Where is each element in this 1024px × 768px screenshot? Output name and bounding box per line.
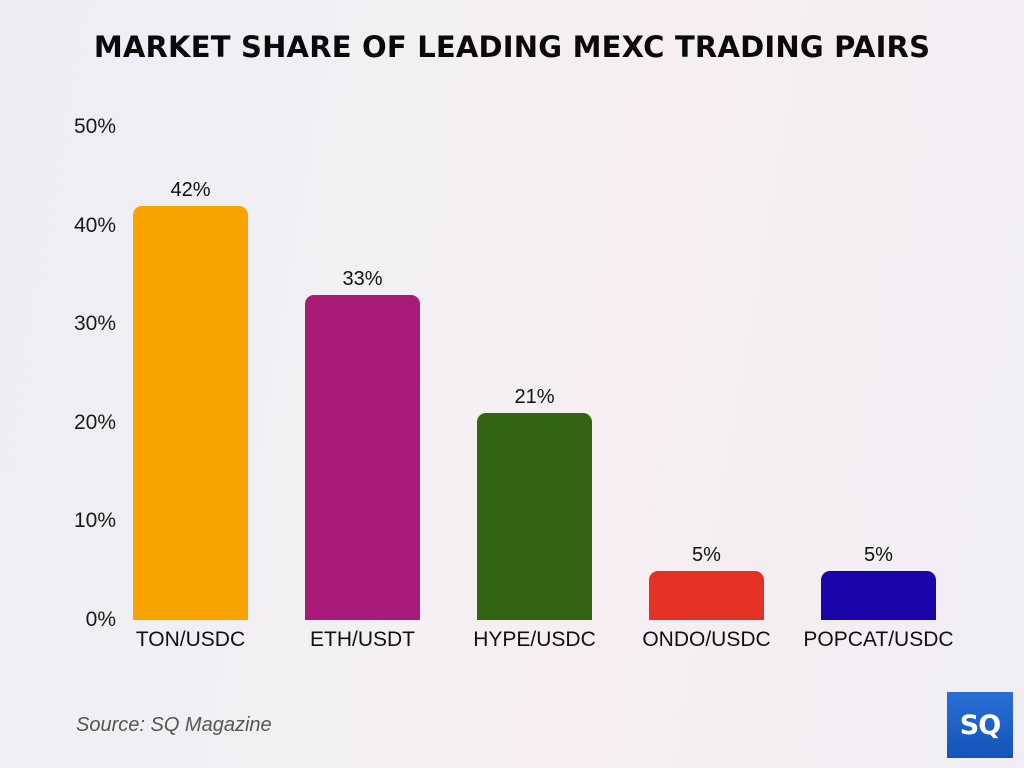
sq-magazine-logo-icon: SQ [947,692,1013,758]
bar-value-label: 42% [170,178,211,201]
bar-popcat-usdc [821,570,936,620]
x-category-label: HYPE/USDC [473,628,596,651]
y-tick-label: 40% [73,213,116,237]
x-category-label: TON/USDC [135,628,246,651]
bar-value-label: 5% [692,543,721,566]
bar-value-label: 21% [514,385,555,408]
x-category-label: ETH/USDT [310,628,415,651]
bar-ton-usdc [133,205,248,620]
y-tick-label: 50% [73,115,116,138]
y-tick-label: 30% [73,312,116,336]
y-tick-label: 20% [73,410,116,434]
bar-ondo-usdc [649,570,764,620]
bar-hype-usdc [477,412,592,620]
bar-value-label: 5% [864,543,893,566]
x-category-label: POPCAT/USDC [803,628,954,651]
chart-title: MARKET SHARE OF LEADING MEXC TRADING PAI… [93,30,931,64]
bar-eth-usdt [305,294,420,620]
source-note: Source: SQ Magazine [76,714,272,736]
x-category-label: ONDO/USDC [642,628,771,651]
y-tick-label: 0% [85,608,116,631]
y-tick-label: 10% [73,509,116,533]
bar-value-label: 33% [342,267,383,290]
